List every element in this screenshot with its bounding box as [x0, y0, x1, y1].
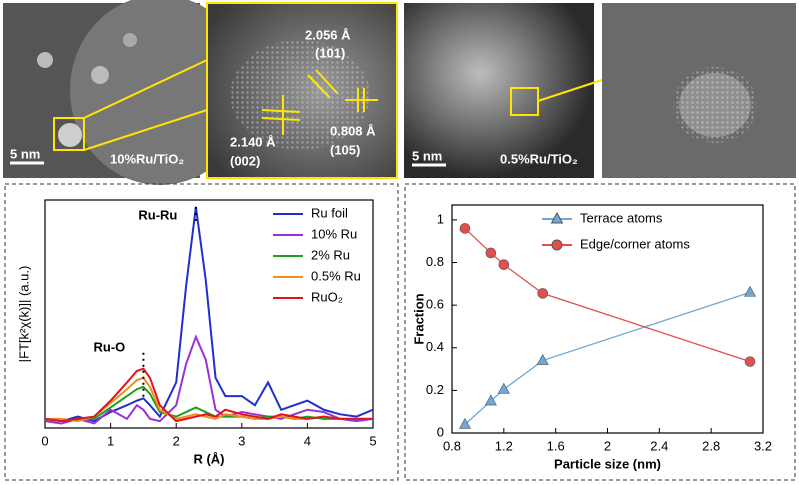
x-tick-label: 2.4 [650, 438, 668, 453]
point [484, 394, 497, 406]
y-tick-label: 0.8 [426, 254, 444, 269]
point [497, 382, 510, 394]
cluster [673, 67, 757, 143]
annotation: 2.056 Å [305, 27, 351, 42]
panel-border [4, 183, 399, 481]
particle [70, 0, 250, 185]
x-axis-label: Particle size (nm) [554, 456, 661, 471]
exafs-chart: 0 1 2 3 4 5 R (Å) |FT[k²χ(k)]| (a.u.) Ru foil 10%… [16, 199, 377, 466]
y-tick-label: 1 [437, 211, 444, 226]
y-axis-label: |FT[k²χ(k)]| (a.u.) [16, 266, 31, 363]
annotation: 0.808 Å [330, 123, 376, 138]
y-tick-label: 0.4 [426, 339, 444, 354]
point [744, 285, 757, 297]
x-tick-label: 3 [238, 433, 245, 448]
legend-label: 2% Ru [311, 247, 350, 262]
cluster [679, 73, 751, 137]
lattice [230, 40, 370, 150]
scale-label: 5 nm [412, 148, 442, 163]
x-tick-label: 2 [604, 438, 611, 453]
series-line [44, 334, 374, 425]
x-tick-label: 1.6 [547, 438, 565, 453]
x-tick-label: 0.8 [443, 438, 461, 453]
x-tick-label: 2 [173, 433, 180, 448]
legend-marker [550, 211, 564, 224]
annotation: (002) [230, 153, 260, 168]
sample-label: 10%Ru/TiO₂ [110, 151, 184, 166]
legend-label: 10% Ru [311, 226, 357, 241]
x-tick-label: 1.2 [495, 438, 513, 453]
point [498, 259, 510, 270]
peak-label: Ru-Ru [138, 207, 177, 222]
point [459, 223, 471, 234]
annotation: (101) [315, 45, 345, 60]
particle [123, 33, 137, 47]
plot-frame [44, 199, 374, 429]
point [458, 417, 471, 429]
lattice-markers [261, 69, 378, 135]
legend-label: RuO₂ [311, 289, 343, 304]
series-line [464, 291, 751, 425]
micrograph [404, 3, 594, 178]
point [536, 353, 549, 365]
annotation: (105) [330, 142, 360, 157]
fraction-chart: 0.8 1.2 1.6 2 2.4 2.8 3.2 0 0.2 0.4 0.6 0.8 1 Particl… [411, 204, 772, 471]
series-line [44, 385, 373, 423]
x-tick-label: 5 [369, 433, 376, 448]
legend-marker [551, 239, 563, 251]
x-tick-label: 3.2 [754, 438, 772, 453]
scale-label: 5 nm [10, 146, 40, 161]
point [537, 288, 549, 299]
zoom-line [83, 109, 208, 151]
x-axis-label: R (Å) [193, 451, 224, 466]
y-tick-label: 0 [437, 424, 444, 439]
particle [58, 123, 82, 147]
point [485, 247, 497, 259]
peak-label: Ru-O [94, 340, 126, 355]
image-panel: 5 nm 0.5%Ru/TiO₂ [404, 3, 796, 178]
y-tick-label: 0.6 [426, 297, 444, 312]
legend-label: Edge/corner atoms [580, 236, 690, 251]
zoom-line [83, 59, 208, 119]
zoom-box [53, 117, 85, 151]
annotation: 2.140 Å [230, 134, 276, 149]
particle [91, 66, 109, 84]
x-tick-label: 0 [41, 433, 48, 448]
x-tick-label: 2.8 [702, 438, 720, 453]
y-tick-label: 0.2 [426, 382, 444, 397]
x-tick-label: 4 [304, 433, 311, 448]
point [744, 356, 756, 367]
image-panel: 5 nm 10%Ru/TiO₂ 2.056 Å (101) 2.140 Å (0… [3, 0, 398, 185]
sample-label: 0.5%Ru/TiO₂ [500, 151, 578, 166]
legend-label: 0.5% Ru [311, 268, 361, 283]
y-axis-label: Fraction [411, 293, 426, 344]
series-line [44, 367, 373, 423]
legend-label: Ru foil [311, 205, 348, 220]
legend-label: Terrace atoms [580, 210, 663, 225]
x-tick-label: 1 [107, 433, 114, 448]
zoom-line [537, 79, 603, 102]
zoom-box [510, 87, 539, 116]
particle [37, 52, 53, 68]
